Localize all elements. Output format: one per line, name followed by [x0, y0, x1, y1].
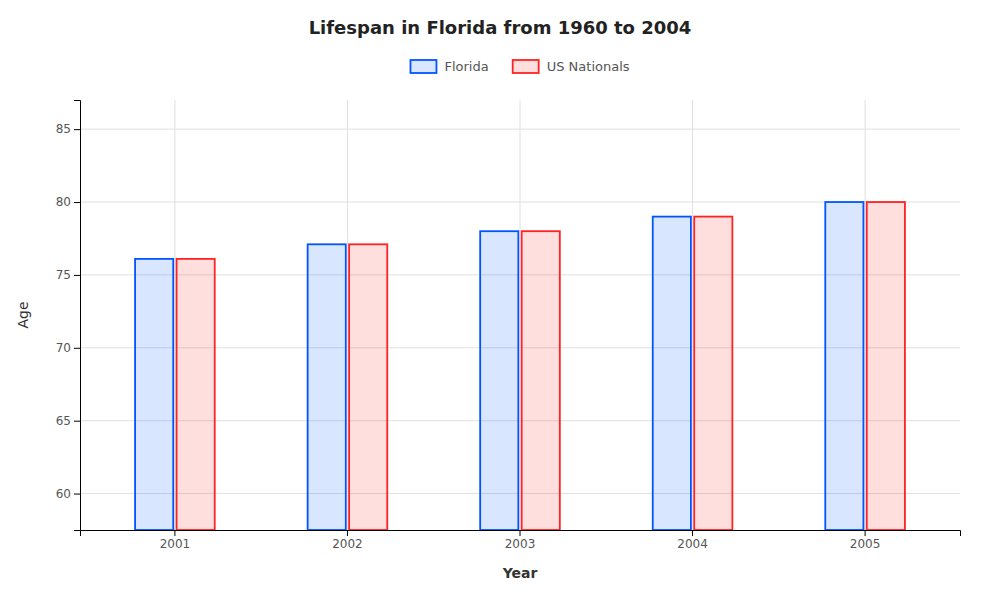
grid-line-x: [865, 100, 866, 530]
bar: [135, 259, 173, 530]
tick-label: 60: [56, 487, 71, 501]
tick-label: 75: [56, 268, 71, 282]
legend: Florida US Nationals: [410, 59, 629, 74]
chart-container: 60 65 70 75 80 85 2001 2002 2003 2004 2005 Year Age L…: [0, 0, 1000, 600]
series-group: [177, 202, 905, 530]
tick: 2003: [505, 530, 536, 551]
tick: 85: [56, 122, 80, 136]
chart-svg: 60 65 70 75 80 85 2001 2002 2003 2004 2005 Year Age L…: [0, 0, 1000, 600]
grid-line-x: [520, 100, 521, 530]
legend-swatch: [513, 60, 539, 73]
title: Lifespan in Florida from 1960 to 2004: [309, 17, 692, 38]
legend-item: Florida: [410, 59, 488, 74]
bar: [308, 244, 346, 530]
tick-mark: [347, 530, 348, 536]
tick-label: 65: [56, 414, 71, 428]
tick-label: 2005: [850, 537, 881, 551]
legend-swatch: [410, 60, 436, 73]
axis-line: [81, 531, 961, 537]
tick: 2002: [332, 530, 363, 551]
tick: 2005: [850, 530, 881, 551]
grid-line-x: [174, 100, 175, 530]
grid-line-x: [347, 100, 348, 530]
tick-label: 80: [56, 195, 71, 209]
tick-mark: [692, 530, 693, 536]
bar: [653, 217, 691, 530]
tick-mark: [174, 530, 175, 536]
bar: [177, 259, 215, 530]
y-axis-title: Age: [15, 301, 31, 328]
tick: 65: [56, 414, 80, 428]
tick-label: 85: [56, 122, 71, 136]
bar: [480, 231, 518, 530]
legend-label: US Nationals: [547, 59, 630, 74]
grid-line-x: [692, 100, 693, 530]
bar: [349, 244, 387, 530]
tick-mark: [74, 348, 80, 349]
bars: [135, 202, 905, 530]
tick: 2001: [160, 530, 191, 551]
tick: 60: [56, 487, 80, 501]
tick-label: 2004: [677, 537, 708, 551]
tick: 70: [56, 341, 80, 355]
bar: [522, 231, 560, 530]
plot-area: 60 65 70 75 80 85 2001 2002 2003 2004 2005: [56, 100, 961, 551]
x-axis-title: Year: [502, 565, 538, 581]
grid: [80, 100, 960, 530]
y-axis: 60 65 70 75 80 85: [56, 101, 81, 531]
tick-mark: [74, 494, 80, 495]
tick-label: 2002: [332, 537, 363, 551]
tick-mark: [520, 530, 521, 536]
bar: [825, 202, 863, 530]
tick: 75: [56, 268, 80, 282]
bar: [694, 217, 732, 530]
tick-label: 2003: [505, 537, 536, 551]
tick-mark: [865, 530, 866, 536]
tick-label: 70: [56, 341, 71, 355]
series-group: [135, 202, 863, 530]
bar: [867, 202, 905, 530]
tick: 2004: [677, 530, 708, 551]
legend-label: Florida: [444, 59, 488, 74]
tick: 80: [56, 195, 80, 209]
axis-line: [74, 101, 81, 531]
x-axis: 2001 2002 2003 2004 2005: [81, 530, 961, 551]
tick-mark: [74, 129, 80, 130]
tick-mark: [74, 202, 80, 203]
tick-mark: [74, 275, 80, 276]
legend-item: US Nationals: [513, 59, 630, 74]
tick-mark: [74, 421, 80, 422]
tick-label: 2001: [160, 537, 191, 551]
